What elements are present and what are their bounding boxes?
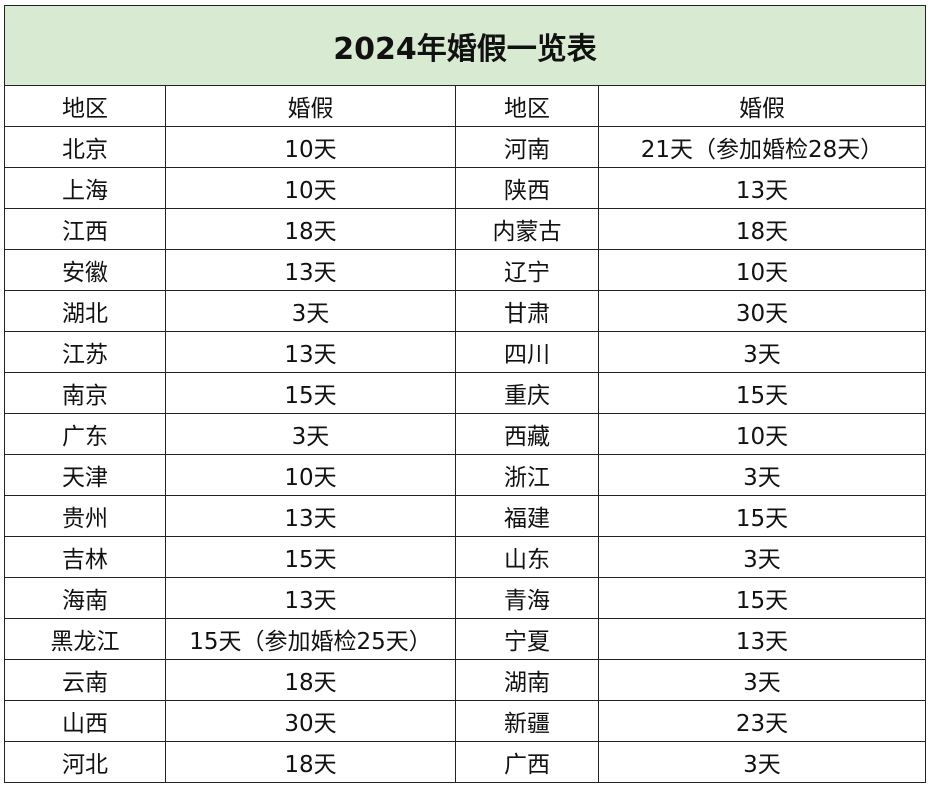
leave-cell: 30天 <box>598 290 926 332</box>
data-row: 湖北 3天 甘肃 30天 <box>4 290 926 332</box>
leave-cell: 18天 <box>165 208 456 250</box>
region-cell: 浙江 <box>455 454 599 496</box>
data-row: 江苏 13天 四川 3天 <box>4 331 926 373</box>
data-row: 吉林 15天 山东 3天 <box>4 536 926 578</box>
leave-cell: 10天 <box>165 126 456 168</box>
region-cell: 内蒙古 <box>455 208 599 250</box>
region-cell: 青海 <box>455 577 599 619</box>
leave-cell: 3天 <box>598 659 926 701</box>
leave-cell: 10天 <box>165 454 456 496</box>
region-cell: 北京 <box>4 126 166 168</box>
header-row: 地区 婚假 地区 婚假 <box>4 85 926 127</box>
leave-cell: 3天 <box>165 413 456 455</box>
leave-cell: 15天 <box>598 577 926 619</box>
leave-cell: 13天 <box>598 167 926 209</box>
leave-cell: 13天 <box>165 495 456 537</box>
table-title: 2024年婚假一览表 <box>4 5 926 86</box>
leave-cell: 18天 <box>165 741 456 783</box>
region-cell: 贵州 <box>4 495 166 537</box>
data-row: 北京 10天 河南 21天（参加婚检28天） <box>4 126 926 168</box>
region-cell: 山西 <box>4 700 166 742</box>
region-cell: 四川 <box>455 331 599 373</box>
region-cell: 福建 <box>455 495 599 537</box>
region-cell: 宁夏 <box>455 618 599 660</box>
region-cell: 陕西 <box>455 167 599 209</box>
leave-cell: 15天 <box>598 495 926 537</box>
leave-cell: 3天 <box>598 454 926 496</box>
data-row: 河北 18天 广西 3天 <box>4 741 926 783</box>
region-cell: 天津 <box>4 454 166 496</box>
leave-cell: 13天 <box>165 577 456 619</box>
header-cell: 婚假 <box>165 85 456 127</box>
leave-cell: 3天 <box>598 536 926 578</box>
table-body: 2024年婚假一览表 地区 婚假 地区 婚假 北京 10天 河南 21天（参加婚检28天） 上海… <box>4 5 926 783</box>
region-cell: 海南 <box>4 577 166 619</box>
header-cell: 地区 <box>455 85 599 127</box>
data-row: 黑龙江 15天（参加婚检25天） 宁夏 13天 <box>4 618 926 660</box>
data-row: 南京 15天 重庆 15天 <box>4 372 926 414</box>
header-cell: 婚假 <box>598 85 926 127</box>
leave-cell: 10天 <box>598 413 926 455</box>
header-cell: 地区 <box>4 85 166 127</box>
data-row: 上海 10天 陕西 13天 <box>4 167 926 209</box>
region-cell: 广西 <box>455 741 599 783</box>
leave-cell: 13天 <box>165 249 456 291</box>
data-row: 天津 10天 浙江 3天 <box>4 454 926 496</box>
region-cell: 山东 <box>455 536 599 578</box>
data-row: 山西 30天 新疆 23天 <box>4 700 926 742</box>
region-cell: 河北 <box>4 741 166 783</box>
region-cell: 云南 <box>4 659 166 701</box>
leave-cell: 15天（参加婚检25天） <box>165 618 456 660</box>
region-cell: 南京 <box>4 372 166 414</box>
leave-cell: 3天 <box>598 741 926 783</box>
leave-cell: 15天 <box>165 536 456 578</box>
region-cell: 湖北 <box>4 290 166 332</box>
leave-cell: 30天 <box>165 700 456 742</box>
data-row: 贵州 13天 福建 15天 <box>4 495 926 537</box>
region-cell: 江西 <box>4 208 166 250</box>
data-row: 江西 18天 内蒙古 18天 <box>4 208 926 250</box>
region-cell: 江苏 <box>4 331 166 373</box>
region-cell: 西藏 <box>455 413 599 455</box>
data-row: 安徽 13天 辽宁 10天 <box>4 249 926 291</box>
region-cell: 湖南 <box>455 659 599 701</box>
leave-cell: 13天 <box>165 331 456 373</box>
leave-cell: 10天 <box>598 249 926 291</box>
region-cell: 辽宁 <box>455 249 599 291</box>
region-cell: 广东 <box>4 413 166 455</box>
leave-cell: 15天 <box>165 372 456 414</box>
title-row: 2024年婚假一览表 <box>4 5 926 86</box>
region-cell: 安徽 <box>4 249 166 291</box>
region-cell: 甘肃 <box>455 290 599 332</box>
leave-cell: 10天 <box>165 167 456 209</box>
region-cell: 黑龙江 <box>4 618 166 660</box>
region-cell: 新疆 <box>455 700 599 742</box>
data-row: 云南 18天 湖南 3天 <box>4 659 926 701</box>
region-cell: 河南 <box>455 126 599 168</box>
leave-cell: 3天 <box>165 290 456 332</box>
marriage-leave-table: 2024年婚假一览表 地区 婚假 地区 婚假 北京 10天 河南 21天（参加婚检28天） 上海… <box>4 5 926 783</box>
region-cell: 吉林 <box>4 536 166 578</box>
data-row: 广东 3天 西藏 10天 <box>4 413 926 455</box>
region-cell: 上海 <box>4 167 166 209</box>
data-row: 海南 13天 青海 15天 <box>4 577 926 619</box>
leave-cell: 18天 <box>165 659 456 701</box>
leave-cell: 3天 <box>598 331 926 373</box>
region-cell: 重庆 <box>455 372 599 414</box>
leave-cell: 18天 <box>598 208 926 250</box>
leave-cell: 21天（参加婚检28天） <box>598 126 926 168</box>
leave-cell: 15天 <box>598 372 926 414</box>
leave-cell: 23天 <box>598 700 926 742</box>
leave-cell: 13天 <box>598 618 926 660</box>
